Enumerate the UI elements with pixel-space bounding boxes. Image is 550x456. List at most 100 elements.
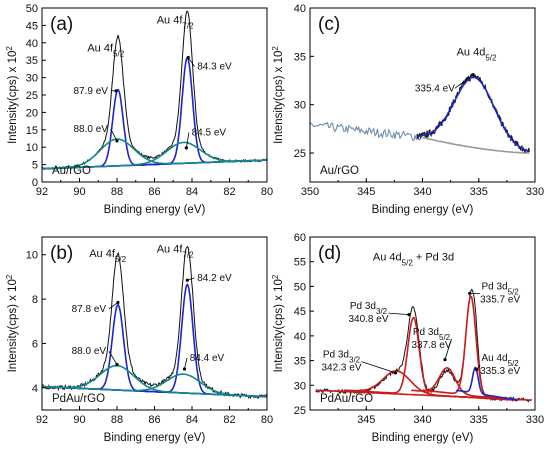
y-tick-label: 30 [294,100,306,112]
y-tick-label: 45 [26,20,38,32]
noisy-baseline-line [310,121,423,142]
annotation-label: 88.0 eV [74,124,109,135]
x-tick-label: 345 [357,414,375,426]
x-tick-label: 330 [526,186,544,198]
annotation: 84.2 eV [185,273,232,284]
x-tick-label: 82 [223,186,235,198]
annotation-label: 84.5 eV [192,128,227,139]
peak-label: Au 4d5/2 + Pd 3d [373,252,454,268]
annotation-arrowhead [116,300,120,305]
annotation-label: Pd 3d3/2 [350,301,388,316]
annotation-arrowhead [182,367,187,371]
x-tick-label: 92 [36,186,48,198]
annotation: 84.5 eV [184,128,227,150]
y-axis-label: Intensity(cps) x 102 [5,46,20,144]
y-tick-label: 20 [26,107,38,119]
plot-curves [310,73,530,154]
annotation-leader [184,357,188,370]
panel-letter: (d) [318,243,341,264]
annotation: 84.3 eV [186,55,232,72]
annotation-arrowhead [115,362,119,367]
panel-letter: (a) [50,14,73,35]
x-axis-label: Binding energy (eV) [104,204,206,216]
x-axis-label: Binding energy (eV) [104,432,206,444]
x-tick-label: 80 [261,414,273,426]
y-tick-label: 15 [26,125,38,137]
y-tick-label: 30 [294,380,306,392]
y-tick-label: 8 [32,294,38,306]
sample-label: PdAu/rGO [52,393,105,405]
annotation-arrowhead [115,139,119,143]
peak-label: Au 4f5/2 [89,248,126,264]
chart-panel-1: 350 345 340 335 330 25 30 35 40 Binding energy (e… [271,3,545,216]
annotation: 88.0 eV [74,124,119,143]
peak-label: Au 4f7/2 [157,244,194,260]
annotation-arrowhead [468,291,472,295]
x-tick-label: 84 [186,186,198,198]
y-axis-label: Intensity(cps) x 102 [271,274,286,372]
x-axis-label: Binding energy (eV) [372,432,474,444]
annotation-leader [110,128,118,142]
annotation-label: 335.4 eV [415,83,455,94]
chart-panel-3: 345 340 335 330 25 30 35 40 45 50 55 60 Binding ener… [271,232,545,444]
annotation-arrowhead [443,357,447,362]
annotation: 87.8 eV [72,300,120,315]
x-tick-label: 340 [413,414,431,426]
annotation-arrowhead [186,55,190,60]
experimental-line [42,245,267,400]
annotation-arrowhead [185,278,189,282]
peak-label: Au 4f7/2 [157,15,194,31]
sample-label: PdAu/rGO [320,393,373,405]
y-tick-label: 50 [294,281,306,293]
annotation-leader [444,338,452,360]
chart-panel-0: 92 90 88 86 84 82 80 0 5 10 15 20 25 30 35 40 45 50 Bindin… [5,3,274,216]
y-axis-label: Intensity(cps) x 102 [271,46,286,144]
y-axis-label: Intensity(cps) x 102 [5,274,20,372]
annotation-label: 88.0 eV [72,346,107,357]
annotation-label: 84.3 eV [197,61,232,72]
component-line [416,76,530,153]
annotation-leader [108,302,119,310]
annotation-label: 84.2 eV [197,273,232,284]
component-line [411,366,519,401]
annotation-arrowhead [471,73,475,77]
annotation-leader [185,132,190,148]
x-tick-label: 330 [526,414,544,426]
annotation-label: 340.8 eV [348,314,388,325]
annotation-leader [388,312,410,316]
sample-label: Au/rGO [320,165,359,177]
annotation-arrowhead [474,367,479,372]
y-tick-label: 55 [294,257,306,269]
annotation-label: Pd 3d5/2 [413,327,451,342]
annotation: 335.4 eV [415,73,475,94]
annotation: 84.4 eV [182,353,225,371]
component-line [42,283,267,398]
annotation-label: 87.9 eV [74,86,109,97]
panel-letter: (c) [318,14,340,35]
y-tick-label: 40 [294,3,306,15]
annotation-label: 337.8 eV [411,340,451,351]
component-line [455,366,519,401]
annotation-label: Pd 3d3/2 [323,350,361,365]
y-tick-label: 5 [32,160,38,172]
peak-label: Au 4f5/2 [87,43,124,59]
annotation-label: Pd 3d5/2 [481,281,519,296]
plot-curves [42,245,267,400]
x-tick-label: 345 [357,186,375,198]
annotation-arrowhead [114,89,118,93]
annotation-label: 84.4 eV [190,353,225,364]
x-tick-label: 90 [73,414,85,426]
plot-frame [309,7,536,183]
y-tick-label: 35 [294,51,306,63]
x-tick-label: 88 [111,186,123,198]
annotation-leader [108,350,118,365]
panel-letter: (b) [50,243,73,264]
plot-curves [315,288,533,403]
y-tick-label: 40 [26,38,38,50]
background-line [422,136,530,154]
x-tick-label: 92 [36,414,48,426]
y-tick-label: 6 [32,338,38,350]
